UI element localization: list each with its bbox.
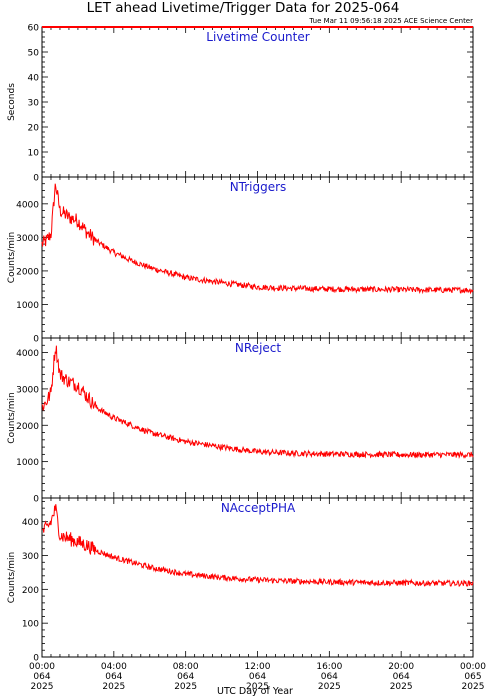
y-tick-label: 3000 <box>16 385 39 395</box>
y-tick-label: 2000 <box>16 422 39 432</box>
y-tick-label: 4000 <box>16 349 39 359</box>
x-tick-label: 2025 <box>102 682 125 692</box>
series-line <box>41 183 474 295</box>
y-tick-label: 30 <box>28 99 40 109</box>
x-tick-label: 2025 <box>462 682 485 692</box>
y-tick-label: 20 <box>28 124 40 134</box>
x-tick-label: 04:00 <box>101 662 127 672</box>
x-tick-label: 16:00 <box>316 662 342 672</box>
panel-frame <box>41 26 474 178</box>
y-tick-label: 0 <box>33 174 39 184</box>
x-tick-label: 064 <box>177 672 194 682</box>
y-tick-label: 0 <box>33 654 39 664</box>
chart-title: LET ahead Livetime/Trigger Data for 2025… <box>87 0 400 16</box>
y-tick-label: 1000 <box>16 458 39 468</box>
x-tick-label: 00:00 <box>460 662 486 672</box>
y-tick-label: 3000 <box>16 234 39 244</box>
x-tick-label: 2025 <box>174 682 197 692</box>
y-axis-label: Counts/min <box>7 552 17 603</box>
series-line <box>42 504 474 588</box>
x-tick-label: 2025 <box>318 682 341 692</box>
y-tick-label: 40 <box>28 74 40 84</box>
panel-title: NReject <box>235 341 281 355</box>
x-tick-label: 064 <box>249 672 266 682</box>
y-tick-label: 4000 <box>16 200 39 210</box>
panel-title: NTriggers <box>230 180 287 194</box>
x-tick-label: 064 <box>105 672 122 682</box>
y-tick-label: 10 <box>28 149 40 159</box>
y-tick-label: 0 <box>33 495 39 505</box>
x-tick-label: 20:00 <box>388 662 414 672</box>
y-tick-label: 1000 <box>16 301 39 311</box>
y-tick-label: 2000 <box>16 267 39 277</box>
y-tick-label: 400 <box>22 518 39 528</box>
x-axis-label: UTC Day of Year <box>217 686 293 697</box>
y-axis-label: Seconds <box>7 83 17 121</box>
x-tick-label: 064 <box>33 672 50 682</box>
x-tick-label: 064 <box>321 672 338 682</box>
chart-subtitle: Tue Mar 11 09:56:18 2025 ACE Science Cen… <box>308 17 473 25</box>
y-tick-label: 60 <box>28 24 40 34</box>
y-axis-label: Counts/min <box>7 232 17 283</box>
y-tick-label: 300 <box>22 552 39 562</box>
chart-panels: 0 10 20 30 40 50 60 Seconds Livetime Counter 0 100… <box>7 24 486 693</box>
y-tick-label: 50 <box>28 49 40 59</box>
y-tick-label: 100 <box>22 620 39 630</box>
y-tick-label: 0 <box>33 335 39 345</box>
x-tick-label: 064 <box>393 672 410 682</box>
x-tick-label: 2025 <box>390 682 413 692</box>
y-axis-label: Counts/min <box>7 392 17 443</box>
x-tick-label: 2025 <box>246 682 269 692</box>
panel-title: Livetime Counter <box>206 30 309 44</box>
x-tick-label: 08:00 <box>173 662 199 672</box>
x-tick-label: 12:00 <box>245 662 271 672</box>
x-tick-label: 00:00 <box>29 662 55 672</box>
x-tick-label: 2025 <box>31 682 54 692</box>
panel-frame <box>41 176 474 339</box>
y-tick-label: 200 <box>22 586 39 596</box>
series-line <box>41 345 474 459</box>
x-tick-label: 065 <box>464 672 481 682</box>
panel-title: NAcceptPHA <box>221 501 296 515</box>
panel-frame <box>41 337 474 499</box>
